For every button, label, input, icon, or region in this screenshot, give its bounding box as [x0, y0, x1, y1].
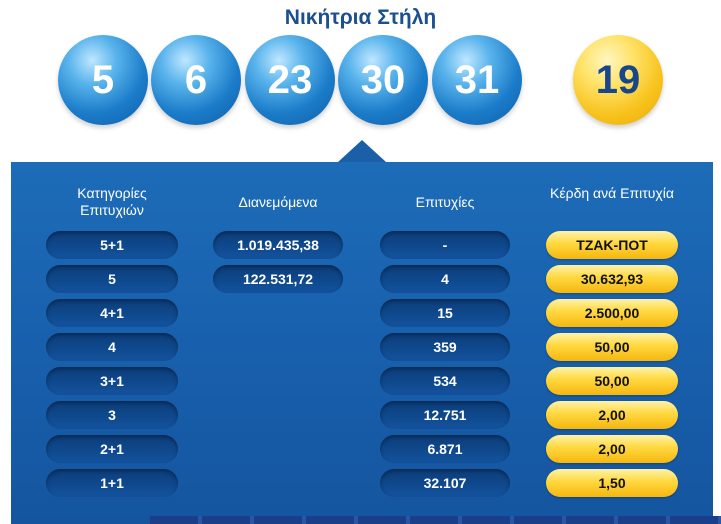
category-cell: 1+1 [46, 469, 178, 497]
number-ball-4: 30 [338, 35, 428, 125]
winners-cell: 12.751 [380, 401, 510, 429]
winners-cell: 4 [380, 265, 510, 293]
category-cell: 4 [46, 333, 178, 361]
category-cell: 3+1 [46, 367, 178, 395]
winners-cell: 534 [380, 367, 510, 395]
category-cell: 2+1 [46, 435, 178, 463]
number-ball-3: 23 [245, 35, 335, 125]
category-cell: 4+1 [46, 299, 178, 327]
category-cell: 5 [46, 265, 178, 293]
prize-cell: 50,00 [546, 367, 678, 395]
winners-cell: 6.871 [380, 435, 510, 463]
winners-cell: 15 [380, 299, 510, 327]
number-ball-1: 5 [58, 35, 148, 125]
prize-cell: 1,50 [546, 469, 678, 497]
winning-column-title: Νικήτρια Στήλη [284, 6, 437, 29]
winners-cell: 32.107 [380, 469, 510, 497]
winners-cell: - [380, 231, 510, 259]
prize-cell: 30.632,93 [546, 265, 678, 293]
bonus-ball: 19 [573, 35, 663, 125]
header-distributed: Διανεμόμενα [238, 194, 318, 210]
prize-cell: 2.500,00 [546, 299, 678, 327]
winners-cell: 359 [380, 333, 510, 361]
prize-cell: ΤΖΑΚ-ΠΟΤ [546, 231, 678, 259]
header-prize: Κέρδη ανά Επιτυχία [550, 185, 674, 201]
prize-cell: 50,00 [546, 333, 678, 361]
distributed-cell: 122.531,72 [213, 265, 343, 293]
category-cell: 3 [46, 401, 178, 429]
bottom-decoration [150, 516, 721, 524]
panel-pointer [338, 140, 386, 162]
number-ball-5: 31 [432, 35, 522, 125]
header-winners: Επιτυχίες [415, 194, 475, 210]
header-categories: Κατηγορίες Επιτυχιών [77, 185, 147, 218]
category-cell: 5+1 [46, 231, 178, 259]
number-ball-2: 6 [151, 35, 241, 125]
prize-cell: 2,00 [546, 435, 678, 463]
distributed-cell: 1.019.435,38 [213, 231, 343, 259]
prize-cell: 2,00 [546, 401, 678, 429]
